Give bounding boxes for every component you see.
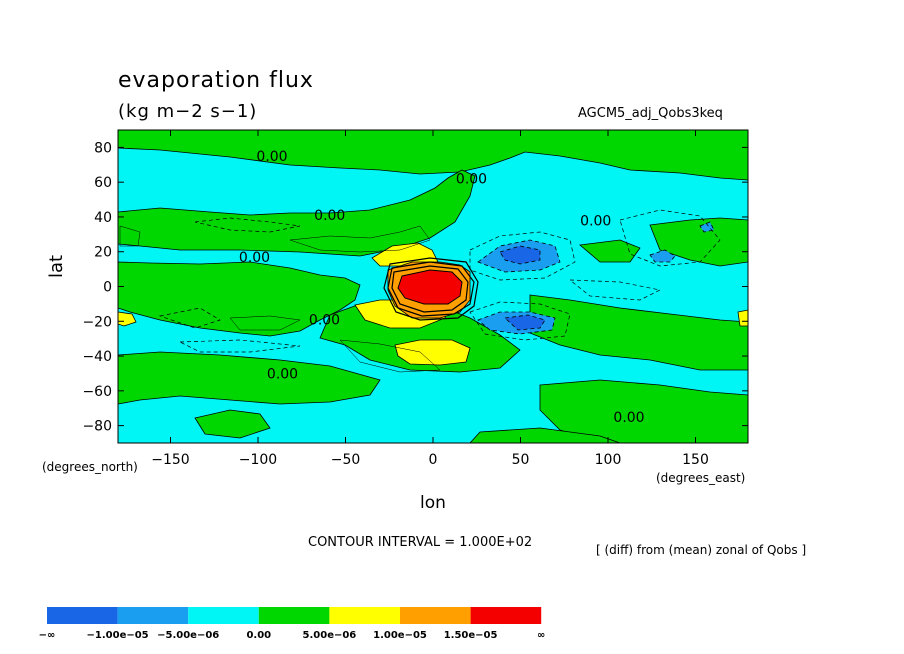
x-axis-units: (degrees_east) <box>656 471 746 485</box>
y-tick-label: −60 <box>82 384 112 400</box>
colorbar-swatch <box>47 607 118 624</box>
axis-ticks: −150 −100 −50 0 50 100 150 −80 −60 −40 −20 0 20 40 60 8… <box>82 130 748 468</box>
colorbar-label: 1.50e−05 <box>444 630 498 641</box>
x-tick-label: 0 <box>429 452 438 468</box>
y-tick-label: 20 <box>94 245 112 261</box>
x-tick-label: −50 <box>331 452 361 468</box>
colorbar-label: −∞ <box>39 630 56 641</box>
colorbar-swatch <box>329 607 400 624</box>
positive-contours <box>119 225 441 373</box>
strong-negative-regions <box>499 245 546 331</box>
colorbar-swatch <box>188 607 259 624</box>
colorbar-swatch <box>117 607 189 624</box>
y-axis-units: (degrees_north) <box>42 460 138 474</box>
core-contours <box>383 257 479 321</box>
colorbar-label: −1.00e−05 <box>87 630 149 641</box>
contour-label: 0.00 <box>314 208 345 224</box>
x-tick-label: −150 <box>151 452 189 468</box>
y-tick-label: −40 <box>82 349 112 365</box>
contour-label: 0.00 <box>613 410 644 426</box>
x-axis-label: lon <box>420 493 446 513</box>
y-tick-label: 60 <box>94 175 112 191</box>
contour-label: 0.00 <box>256 149 287 165</box>
colorbar-swatch <box>400 607 471 624</box>
y-tick-label: −80 <box>82 419 112 435</box>
contour-label: 0.00 <box>456 172 487 188</box>
colorbar-label: 0.00 <box>246 630 271 641</box>
contour-label: 0.00 <box>309 313 340 329</box>
field-description: [ (diff) from (mean) zonal of Qobs ] <box>596 543 807 557</box>
positive-regions <box>118 130 748 443</box>
run-name: AGCM5_adj_Qobs3keq <box>578 106 723 121</box>
red-regions <box>397 269 463 305</box>
colorbar: −∞ −1.00e−05 −5.00e−06 0.00 5.00e−06 1.00e−05… <box>39 607 545 641</box>
y-tick-label: 40 <box>94 210 112 226</box>
negative-contours <box>158 209 721 353</box>
contour-interval: CONTOUR INTERVAL = 1.000E+02 <box>308 535 533 550</box>
contour-field <box>118 130 748 443</box>
x-tick-label: 50 <box>512 452 530 468</box>
colorbar-label: ∞ <box>537 630 545 641</box>
colorbar-label: 1.00e−05 <box>373 630 427 641</box>
contour-label: 0.00 <box>580 213 611 229</box>
contour-labels: 0.00 0.00 0.00 0.00 0.00 0.00 0.00 0.00 <box>239 149 645 426</box>
y-tick-label: 80 <box>94 140 112 156</box>
chart-units: (kg m−2 s−1) <box>118 101 258 122</box>
y-tick-label: 0 <box>103 280 112 296</box>
colorbar-label: −5.00e−06 <box>157 630 219 641</box>
colorbar-swatch <box>258 607 330 624</box>
contour-label: 0.00 <box>267 366 298 382</box>
contour-label: 0.00 <box>239 250 270 266</box>
x-tick-label: −100 <box>239 452 277 468</box>
x-tick-label: 150 <box>682 452 709 468</box>
colorbar-label: 5.00e−06 <box>303 630 357 641</box>
chart-title: evaporation flux <box>118 68 314 93</box>
y-tick-label: −20 <box>82 314 112 330</box>
colorbar-swatch <box>470 607 542 624</box>
x-tick-label: 100 <box>595 452 622 468</box>
